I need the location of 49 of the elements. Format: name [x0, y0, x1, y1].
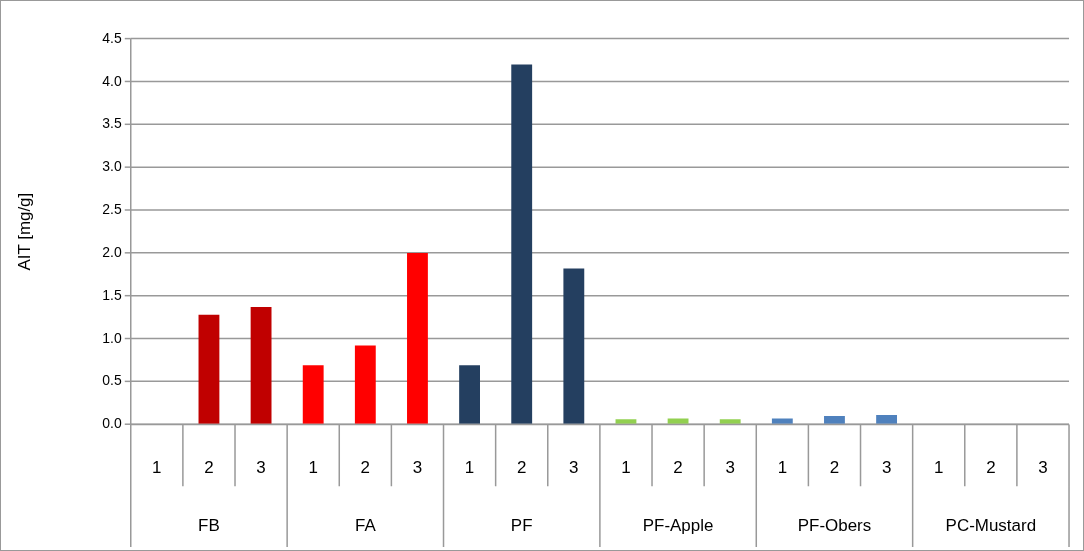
x-tick-label: 1 [777, 458, 788, 478]
y-tick-label: 1.0 [102, 329, 123, 346]
text: PF [510, 515, 533, 535]
y-tick-label: 0.0 [102, 415, 123, 432]
x-tick-label: 3 [256, 458, 266, 478]
y-tick-label: 4.5 [102, 29, 123, 46]
text: PF-Apple [642, 515, 714, 535]
bar [771, 418, 793, 424]
y-tick-label: 2.0 [102, 243, 123, 260]
bar [198, 314, 220, 424]
y-tick-label: 1.5 [102, 286, 123, 303]
text: FB [198, 515, 220, 535]
x-tick-label: 3 [412, 458, 423, 478]
bar [407, 253, 428, 424]
bar [511, 64, 533, 424]
bar [615, 419, 637, 424]
x-tick-label: 3 [725, 458, 735, 478]
bar [824, 415, 845, 424]
x-tick-label: 2 [360, 458, 371, 478]
bar [876, 415, 898, 424]
x-tick-label: 2 [204, 458, 214, 478]
x-tick-label: 3 [881, 458, 892, 478]
bar [302, 365, 324, 424]
x-tick-label: 1 [464, 458, 475, 478]
x-tick-label: 3 [569, 458, 579, 478]
x-tick-label: 2 [673, 458, 683, 478]
x-tick-label: 2 [986, 458, 996, 478]
bar [667, 418, 689, 424]
text: PF-Obers [797, 515, 872, 535]
text: FA [354, 515, 377, 535]
x-tick-label: 3 [1038, 458, 1048, 478]
bar [719, 419, 741, 424]
y-axis-title: AIT [mg/g] [14, 192, 34, 271]
bar [354, 345, 376, 424]
x-tick-label: 1 [621, 458, 631, 478]
bar [459, 365, 480, 424]
text: PC-Mustard [945, 515, 1037, 535]
bar [563, 268, 585, 424]
x-tick-label: 1 [152, 458, 162, 478]
bar [250, 307, 272, 424]
x-tick-label: 1 [934, 458, 944, 478]
x-tick-label: 2 [829, 458, 840, 478]
x-tick-label: 1 [308, 458, 318, 478]
x-tick-label: 2 [516, 458, 527, 478]
y-tick-label: 2.5 [102, 201, 123, 218]
y-tick-label: 0.5 [102, 372, 123, 389]
y-tick-label: 4.0 [102, 72, 123, 89]
y-tick-label: 3.0 [102, 158, 123, 175]
y-tick-label: 3.5 [102, 115, 123, 132]
